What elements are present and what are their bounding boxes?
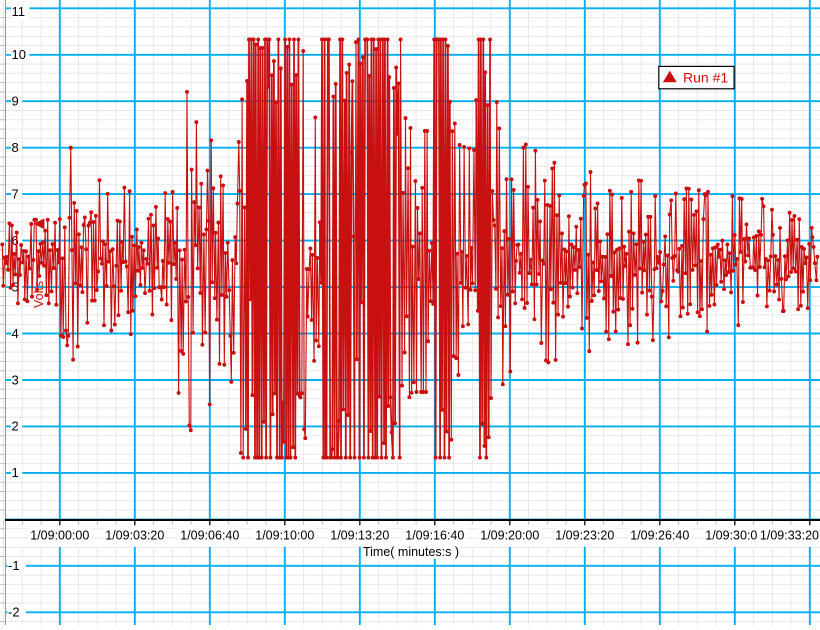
svg-text:1/09:03:20: 1/09:03:20 (105, 528, 164, 542)
svg-text:Time( minutes:s ): Time( minutes:s ) (363, 545, 459, 559)
svg-text:-1: -1 (8, 558, 20, 573)
svg-text:Run #1: Run #1 (683, 69, 728, 85)
svg-text:1/09:06:40: 1/09:06:40 (180, 528, 239, 542)
svg-text:2: 2 (12, 419, 19, 434)
svg-text:8: 8 (12, 140, 19, 155)
svg-text:4: 4 (12, 326, 19, 341)
svg-text:1/09:20:00: 1/09:20:00 (480, 528, 539, 542)
svg-text:1/09:00:00: 1/09:00:00 (30, 528, 89, 542)
svg-text:1/09:23:20: 1/09:23:20 (555, 528, 614, 542)
svg-text:1/09:26:40: 1/09:26:40 (630, 528, 689, 542)
svg-text:1/09:30:00: 1/09:30:00 (705, 528, 764, 542)
svg-text:Volts: Volts (32, 281, 46, 308)
svg-text:1/09:10:00: 1/09:10:00 (255, 528, 314, 542)
svg-text:1/09:16:40: 1/09:16:40 (405, 528, 464, 542)
svg-text:1/09:33:20: 1/09:33:20 (760, 528, 819, 542)
svg-text:10: 10 (12, 47, 26, 62)
svg-text:1: 1 (12, 465, 19, 480)
svg-text:1/09:13:20: 1/09:13:20 (330, 528, 389, 542)
svg-text:11: 11 (12, 4, 26, 19)
svg-text:-2: -2 (8, 605, 20, 620)
svg-text:9: 9 (12, 94, 19, 109)
svg-text:7: 7 (12, 186, 19, 201)
svg-text:3: 3 (12, 372, 19, 387)
